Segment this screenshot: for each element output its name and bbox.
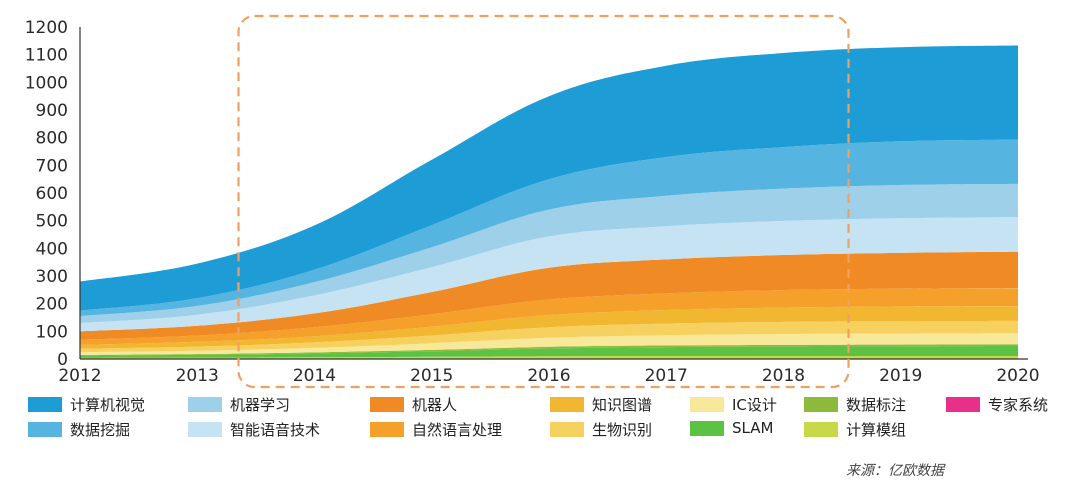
x-tick-label: 2017 (645, 366, 688, 386)
legend-item-slam: SLAM (690, 419, 773, 437)
y-tick-label: 400 (36, 239, 68, 259)
legend-label: 生物识别 (592, 421, 653, 439)
area-series-6 (80, 288, 1018, 345)
legend-label: 机器人 (412, 396, 458, 414)
y-tick-label: 800 (36, 129, 68, 149)
y-tick-label: 100 (36, 322, 68, 342)
stacked-area-chart: 0 100 200 300 400 500 600 700 800 900 1000 1100 1200… (25, 14, 1040, 389)
legend-label: 计算机视觉 (70, 396, 146, 414)
legend-item-ic: IC设计 (690, 394, 777, 415)
legend-label: 智能语音技术 (230, 421, 321, 439)
legend-swatch (804, 397, 838, 412)
legend-item-speech: 智能语音技术 (188, 419, 320, 440)
area-series-9 (80, 217, 1018, 332)
legend-swatch (946, 397, 980, 412)
y-tick-label: 1200 (25, 18, 68, 38)
x-tick-label: 2014 (293, 366, 336, 386)
y-tick-label: 900 (36, 101, 68, 121)
x-tick-label: 2013 (176, 366, 219, 386)
source-note: 来源：亿欧数据 (846, 463, 944, 479)
area-series-0 (80, 355, 1018, 359)
legend-label: 机器学习 (230, 396, 291, 414)
legend-item-compute: 计算模组 (804, 419, 906, 440)
y-tick-label: 1000 (25, 73, 68, 93)
legend-label: 专家系统 (988, 396, 1049, 414)
legend-item-robot: 机器人 (370, 394, 457, 415)
area-series-12 (80, 45, 1018, 311)
legend-swatch (188, 422, 222, 437)
legend-label: 计算模组 (846, 421, 907, 439)
legend-item-expert: 专家系统 (946, 394, 1048, 415)
legend-swatch (550, 422, 584, 437)
y-tick-label: 200 (36, 295, 68, 315)
legend-swatch (28, 422, 62, 437)
legend-item-nlp: 自然语言处理 (370, 419, 502, 440)
y-tick-label: 500 (36, 212, 68, 232)
y-tick-label: 1100 (25, 46, 68, 66)
area-series-3 (80, 333, 1018, 355)
x-tick-label: 2020 (996, 366, 1039, 386)
legend-label: IC设计 (732, 396, 777, 414)
area-series-5 (80, 306, 1018, 349)
legend: 计算机视觉 机器学习 机器人 知识图谱 IC设计 数据标注 专家系统 数据挖掘 … (28, 394, 1078, 444)
y-tick-label: 300 (36, 267, 68, 287)
x-tick-label: 2016 (527, 366, 570, 386)
area-series-1 (80, 346, 1018, 358)
y-tick-label: 700 (36, 156, 68, 176)
legend-swatch (28, 397, 62, 412)
y-tick-label: 600 (36, 184, 68, 204)
area-series-10 (80, 183, 1018, 323)
y-tick-label: 0 (57, 350, 68, 370)
area-series-11 (80, 139, 1018, 317)
legend-label: 数据挖掘 (70, 421, 131, 439)
x-tick-label: 2015 (410, 366, 453, 386)
legend-label: 自然语言处理 (412, 421, 503, 439)
legend-swatch (370, 397, 404, 412)
legend-swatch (188, 397, 222, 412)
area-series-8 (80, 251, 1018, 340)
legend-label: 知识图谱 (592, 396, 653, 414)
highlight-box-2014-2018 (237, 14, 850, 389)
x-tick-label: 2012 (58, 366, 101, 386)
legend-swatch (690, 397, 724, 412)
legend-label: 数据标注 (846, 396, 907, 414)
area-series-4 (80, 320, 1018, 353)
legend-swatch (370, 422, 404, 437)
legend-label: SLAM (732, 419, 774, 437)
legend-item-kg: 知识图谱 (550, 394, 652, 415)
legend-item-label: 数据标注 (804, 394, 906, 415)
legend-item-dm: 数据挖掘 (28, 419, 130, 440)
legend-swatch (804, 422, 838, 437)
area-series-2 (80, 344, 1018, 356)
legend-item-cv: 计算机视觉 (28, 394, 145, 415)
x-tick-label: 2019 (879, 366, 922, 386)
area-layers (80, 45, 1018, 359)
x-tick-label: 2018 (762, 366, 805, 386)
legend-item-bio: 生物识别 (550, 419, 652, 440)
legend-item-ml: 机器学习 (188, 394, 290, 415)
legend-swatch (690, 420, 724, 436)
legend-swatch (550, 397, 584, 412)
y-tick-labels: 0 100 200 300 400 500 600 700 800 900 1000 1100 1200 (25, 18, 68, 370)
x-tick-labels: 2012 2013 2014 2015 2016 2017 2018 2019 2020 (58, 366, 1039, 386)
